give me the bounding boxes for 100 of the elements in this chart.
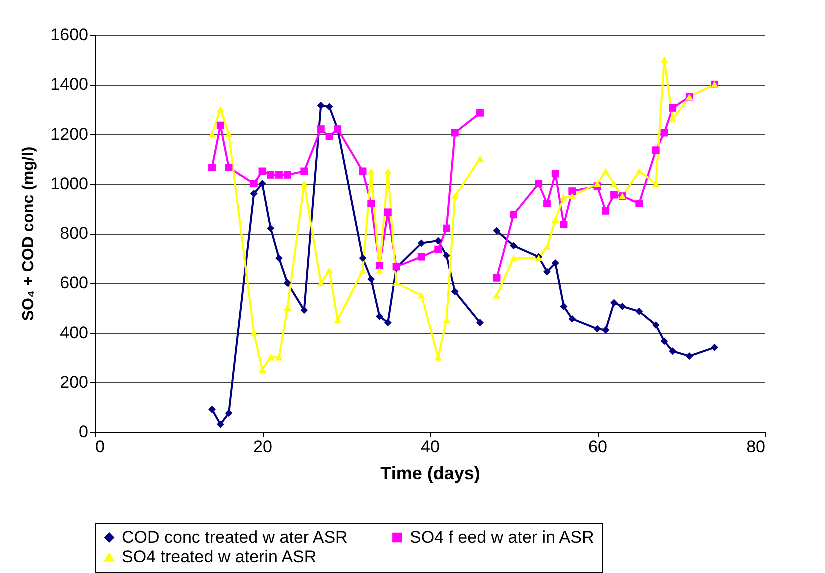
point bbox=[258, 366, 266, 374]
point bbox=[451, 193, 459, 200]
point bbox=[384, 168, 392, 175]
y-tick-label: 0 bbox=[79, 422, 88, 442]
point bbox=[568, 315, 576, 323]
point bbox=[560, 194, 568, 201]
point bbox=[594, 325, 602, 333]
point bbox=[510, 211, 518, 219]
point bbox=[451, 288, 459, 296]
y-tick-label: 1000 bbox=[50, 174, 88, 194]
point bbox=[418, 240, 426, 248]
point bbox=[434, 237, 442, 245]
point bbox=[276, 254, 283, 262]
point bbox=[660, 338, 668, 346]
point bbox=[552, 216, 560, 224]
point bbox=[493, 274, 501, 282]
point bbox=[267, 224, 275, 232]
point bbox=[443, 224, 450, 232]
point bbox=[384, 208, 392, 216]
point bbox=[544, 268, 551, 276]
point bbox=[208, 406, 216, 414]
point bbox=[434, 246, 442, 254]
point bbox=[669, 348, 677, 356]
point bbox=[300, 306, 308, 314]
point bbox=[602, 207, 610, 215]
point bbox=[711, 344, 718, 352]
point bbox=[568, 188, 576, 196]
point bbox=[594, 180, 602, 188]
point bbox=[392, 280, 400, 286]
y-axis-title: SO₄ + COD conc (mg/l) bbox=[20, 146, 38, 322]
point bbox=[418, 292, 426, 299]
x-tick-label: 60 bbox=[588, 438, 608, 456]
y-tick-label: 800 bbox=[60, 224, 88, 243]
point bbox=[476, 109, 484, 117]
point bbox=[208, 164, 216, 172]
x-axis-title: Time (days) bbox=[380, 464, 480, 484]
point bbox=[535, 180, 543, 188]
point bbox=[636, 168, 644, 175]
point bbox=[225, 410, 233, 418]
y-tick-label: 600 bbox=[60, 274, 88, 293]
point bbox=[250, 330, 258, 336]
y-tick-label: 1600 bbox=[50, 26, 88, 44]
point bbox=[552, 260, 560, 267]
point bbox=[510, 242, 518, 250]
point bbox=[225, 164, 233, 172]
point bbox=[568, 193, 576, 200]
point bbox=[276, 354, 283, 361]
point bbox=[602, 326, 610, 334]
point bbox=[560, 302, 568, 310]
legend-label: SO4 f eed w ater in ASR bbox=[410, 528, 594, 547]
point bbox=[610, 180, 618, 188]
point bbox=[544, 200, 551, 208]
point bbox=[552, 170, 560, 178]
point bbox=[359, 254, 367, 262]
point bbox=[326, 133, 334, 140]
point bbox=[317, 102, 325, 110]
legend-label: SO4 treated w aterin ASR bbox=[122, 548, 317, 566]
point bbox=[284, 279, 292, 287]
point bbox=[418, 253, 426, 261]
point bbox=[384, 319, 392, 327]
point bbox=[276, 171, 283, 179]
y-tick-label: 1200 bbox=[50, 124, 88, 144]
point bbox=[602, 168, 610, 175]
point bbox=[284, 171, 292, 179]
point bbox=[359, 268, 367, 274]
point bbox=[225, 131, 233, 138]
point bbox=[284, 304, 292, 312]
x-tick-label: 80 bbox=[746, 438, 766, 456]
point bbox=[258, 180, 266, 188]
point bbox=[216, 106, 224, 113]
y-tick-label: 1400 bbox=[50, 75, 88, 94]
y-tick-label: 400 bbox=[60, 323, 88, 342]
point bbox=[300, 180, 308, 188]
y-tick-label: 200 bbox=[60, 372, 88, 392]
point bbox=[652, 146, 660, 154]
point bbox=[476, 156, 484, 162]
point bbox=[443, 252, 450, 260]
x-tick-label: 40 bbox=[421, 438, 440, 456]
point bbox=[451, 129, 459, 137]
point bbox=[250, 190, 258, 198]
point bbox=[560, 221, 568, 229]
legend-label: COD conc treated w ater ASR bbox=[122, 528, 348, 547]
point bbox=[660, 56, 668, 64]
point bbox=[376, 312, 384, 320]
point bbox=[208, 131, 216, 138]
x-tick-label: 20 bbox=[254, 438, 272, 456]
point bbox=[493, 292, 501, 299]
point bbox=[669, 104, 677, 112]
point bbox=[267, 354, 275, 361]
point bbox=[544, 244, 551, 250]
point bbox=[326, 103, 334, 111]
point bbox=[368, 276, 376, 284]
point bbox=[250, 180, 258, 188]
point bbox=[618, 302, 626, 310]
point bbox=[376, 268, 384, 274]
x-tick-label: 0 bbox=[96, 438, 105, 456]
point bbox=[652, 322, 660, 330]
point bbox=[636, 200, 644, 208]
point bbox=[368, 200, 376, 208]
point bbox=[636, 308, 644, 316]
